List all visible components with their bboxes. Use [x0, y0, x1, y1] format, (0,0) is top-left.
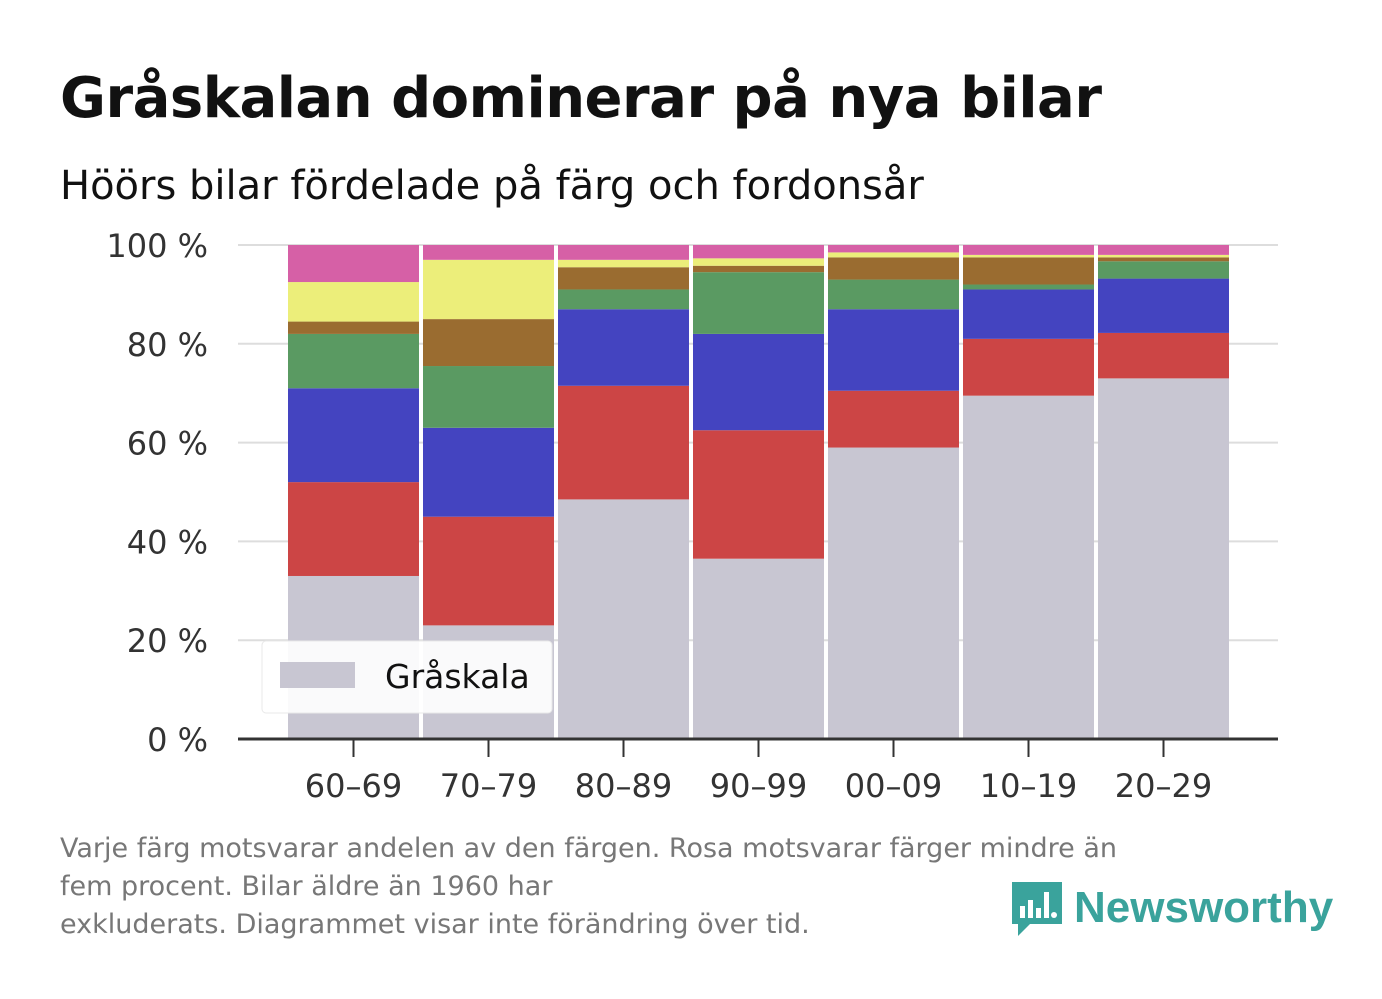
bar-segment: [828, 447, 959, 739]
bar-segment: [288, 321, 419, 334]
bar-segment: [828, 309, 959, 391]
bar-segment: [693, 265, 824, 273]
bar-segment: [963, 257, 1094, 285]
bar-segment: [1098, 332, 1229, 379]
bar-segment: [1098, 254, 1229, 258]
legend-box: [261, 640, 553, 714]
y-tick-label: 60 %: [127, 425, 208, 463]
bar-segment: [288, 245, 419, 283]
bar-segment: [558, 259, 689, 268]
bar-segment: [693, 245, 824, 259]
chart-subtitle: Höörs bilar fördelade på färg och fordon…: [60, 163, 924, 209]
bar-segment: [423, 427, 554, 517]
bar-segment: [288, 333, 419, 389]
y-tick-label: 0 %: [147, 721, 208, 759]
bar-segment: [1098, 278, 1229, 333]
bar-segment: [828, 279, 959, 310]
bar-segment: [693, 558, 824, 739]
bar-segment: [288, 388, 419, 483]
bar-segment: [423, 259, 554, 320]
bar-segment: [558, 289, 689, 310]
footnote: Varje färg motsvarar andelen av den färg…: [60, 830, 1300, 944]
bar-segment: [558, 267, 689, 290]
bar-segment: [558, 499, 689, 739]
x-tick-label: 60–69: [305, 767, 402, 805]
bar-segment: [288, 282, 419, 322]
bar-segment: [693, 333, 824, 431]
bar-segment: [828, 390, 959, 448]
footnote-line-2: fem procent. Bilar äldre än 1960 har: [60, 871, 553, 902]
bar-segment: [423, 366, 554, 428]
y-tick-label: 80 %: [127, 326, 208, 364]
bar-segment: [693, 430, 824, 559]
bar-segment: [423, 319, 554, 367]
bar-segment: [963, 289, 1094, 339]
footnote-line-3: exkluderats. Diagrammet visar inte förän…: [60, 909, 810, 940]
newsworthy-logo-icon: [1012, 882, 1062, 936]
bar-segment: [558, 245, 689, 260]
bar-segment: [693, 272, 824, 334]
y-tick-label: 100 %: [106, 227, 208, 265]
bar-segment: [963, 338, 1094, 396]
x-tick-label: 20–29: [1115, 767, 1212, 805]
bar-segment: [963, 254, 1094, 258]
bar-segment: [423, 516, 554, 626]
bar-segment: [828, 257, 959, 280]
bar-segment: [288, 482, 419, 576]
bar-segment: [423, 245, 554, 260]
brand-name: Newsworthy: [1074, 883, 1334, 932]
bar-segment: [1098, 261, 1229, 279]
y-tick-label: 20 %: [127, 622, 208, 660]
x-tick-label: 10–19: [980, 767, 1077, 805]
brand-logo: Newsworthy: [1010, 878, 1333, 938]
legend-swatch: [280, 662, 355, 688]
bar-segment: [963, 245, 1094, 255]
y-tick-label: 40 %: [127, 523, 208, 561]
bar-segment: [1098, 378, 1229, 739]
bar-segment: [963, 284, 1094, 290]
bar-segment: [828, 252, 959, 258]
x-tick-label: 80–89: [575, 767, 672, 805]
bar-segment: [693, 258, 824, 266]
chart-title: Gråskalan dominerar på nya bilar: [60, 66, 1102, 131]
footnote-line-1: Varje färg motsvarar andelen av den färg…: [60, 833, 1118, 864]
bar-segment: [558, 309, 689, 386]
x-tick-label: 70–79: [440, 767, 537, 805]
bar-segment: [828, 245, 959, 253]
legend-label: Gråskala: [385, 657, 530, 696]
bar-segment: [1098, 257, 1229, 262]
bar-segment: [1098, 245, 1229, 255]
x-tick-label: 90–99: [710, 767, 807, 805]
x-tick-label: 00–09: [845, 767, 942, 805]
bar-segment: [558, 385, 689, 500]
bar-segment: [963, 395, 1094, 739]
